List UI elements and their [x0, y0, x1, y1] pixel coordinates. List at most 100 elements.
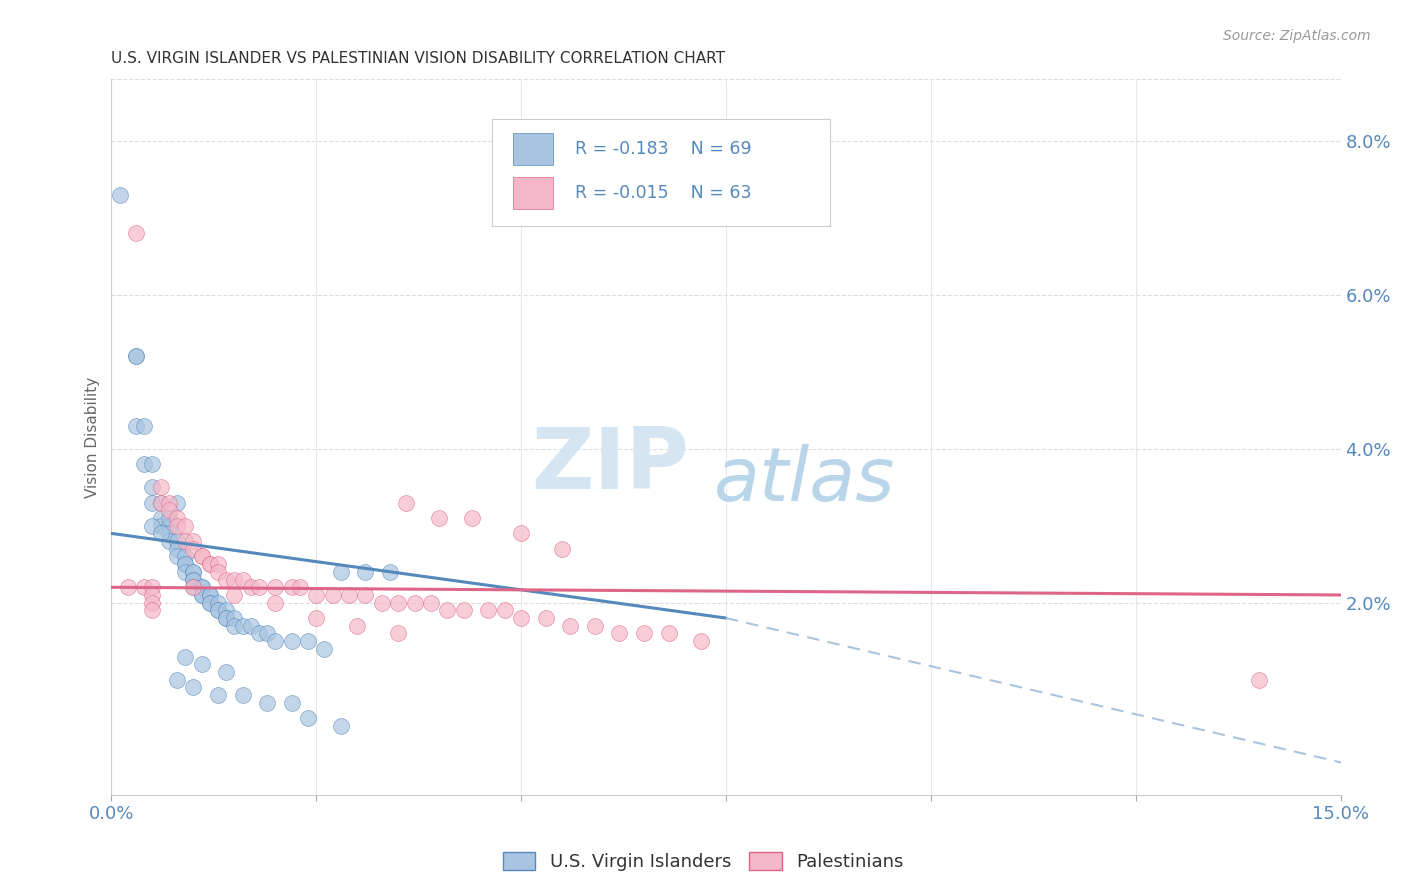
Point	[314, 641, 336, 656]
Point	[247, 626, 270, 640]
Point	[166, 495, 188, 509]
Point	[231, 619, 253, 633]
Point	[215, 611, 238, 625]
Point	[510, 526, 533, 541]
Point	[207, 596, 229, 610]
FancyBboxPatch shape	[492, 119, 831, 226]
Point	[166, 673, 188, 687]
Point	[371, 596, 394, 610]
Point	[215, 665, 238, 679]
Point	[387, 596, 409, 610]
Point	[560, 619, 582, 633]
Point	[224, 611, 246, 625]
Point	[215, 611, 238, 625]
Point	[239, 580, 262, 594]
Point	[337, 588, 360, 602]
Point	[207, 557, 229, 571]
Point	[494, 603, 516, 617]
Point	[183, 580, 205, 594]
Point	[387, 626, 409, 640]
Point	[141, 588, 163, 602]
Point	[117, 580, 139, 594]
Point	[215, 603, 238, 617]
Point	[215, 573, 238, 587]
Point	[198, 596, 221, 610]
Point	[198, 557, 221, 571]
Point	[183, 573, 205, 587]
Point	[551, 541, 574, 556]
Point	[224, 619, 246, 633]
Point	[198, 588, 221, 602]
Point	[198, 557, 221, 571]
Point	[633, 626, 655, 640]
Point	[157, 534, 180, 549]
Point	[239, 619, 262, 633]
Point	[404, 596, 426, 610]
Point	[329, 565, 352, 579]
Point	[690, 634, 713, 648]
Point	[420, 596, 443, 610]
Point	[346, 619, 368, 633]
Point	[510, 611, 533, 625]
Point	[280, 634, 302, 648]
Point	[322, 588, 344, 602]
Point	[174, 565, 197, 579]
Point	[305, 611, 328, 625]
Point	[141, 480, 163, 494]
Point	[264, 596, 287, 610]
Point	[280, 696, 302, 710]
Point	[134, 457, 156, 471]
Point	[166, 549, 188, 564]
Point	[134, 418, 156, 433]
Point	[157, 495, 180, 509]
Point	[264, 580, 287, 594]
Point	[174, 557, 197, 571]
Point	[224, 588, 246, 602]
Point	[378, 565, 401, 579]
Point	[125, 418, 148, 433]
Point	[658, 626, 681, 640]
Point	[157, 503, 180, 517]
Point	[207, 688, 229, 702]
Point	[256, 626, 278, 640]
Point	[125, 350, 148, 364]
Point	[149, 480, 172, 494]
Point	[198, 588, 221, 602]
Point	[297, 634, 319, 648]
Point	[183, 541, 205, 556]
Text: ZIP: ZIP	[531, 425, 689, 508]
Point	[149, 526, 172, 541]
Point	[183, 580, 205, 594]
Point	[125, 227, 148, 241]
FancyBboxPatch shape	[513, 133, 553, 165]
Point	[166, 534, 188, 549]
Point	[207, 565, 229, 579]
Point	[461, 511, 484, 525]
Point	[297, 711, 319, 725]
Point	[166, 541, 188, 556]
Text: atlas: atlas	[714, 444, 896, 516]
Point	[157, 518, 180, 533]
Text: R = -0.015    N = 63: R = -0.015 N = 63	[575, 185, 751, 202]
Point	[305, 588, 328, 602]
Point	[183, 573, 205, 587]
Point	[190, 549, 212, 564]
Point	[141, 596, 163, 610]
Text: R = -0.183    N = 69: R = -0.183 N = 69	[575, 140, 751, 158]
Point	[609, 626, 631, 640]
Point	[436, 603, 458, 617]
Point	[166, 518, 188, 533]
Point	[207, 603, 229, 617]
Point	[166, 511, 188, 525]
Point	[264, 634, 287, 648]
Point	[190, 588, 212, 602]
Point	[427, 511, 450, 525]
Point	[183, 681, 205, 695]
Point	[125, 350, 148, 364]
Point	[256, 696, 278, 710]
Point	[224, 573, 246, 587]
Point	[174, 557, 197, 571]
Point	[149, 518, 172, 533]
Text: U.S. VIRGIN ISLANDER VS PALESTINIAN VISION DISABILITY CORRELATION CHART: U.S. VIRGIN ISLANDER VS PALESTINIAN VISI…	[111, 51, 725, 66]
Point	[183, 534, 205, 549]
